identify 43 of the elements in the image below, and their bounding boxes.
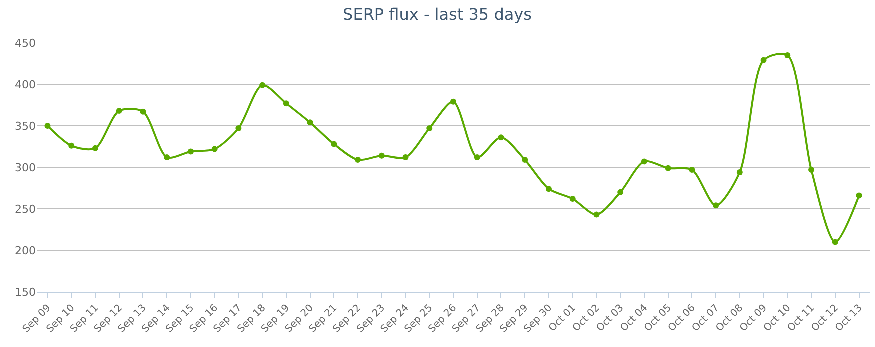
y-tick-label: 200 — [15, 244, 36, 258]
point — [856, 192, 862, 199]
point — [44, 123, 51, 129]
y-tick-label: 250 — [15, 202, 36, 216]
point — [665, 165, 672, 172]
point — [784, 52, 791, 58]
point — [474, 154, 480, 161]
y-tick-label: 300 — [15, 161, 36, 174]
point — [212, 146, 218, 152]
point — [618, 189, 624, 196]
point — [260, 82, 266, 88]
y-tick-label: 450 — [15, 36, 36, 50]
point — [426, 125, 433, 132]
point — [188, 148, 194, 155]
point — [378, 152, 385, 159]
point — [164, 154, 170, 161]
point — [736, 169, 743, 176]
point — [402, 154, 409, 161]
point — [68, 142, 75, 149]
point — [140, 108, 146, 115]
point — [641, 158, 648, 165]
point — [832, 239, 838, 246]
y-tick-label: 400 — [15, 78, 36, 92]
point — [307, 120, 314, 126]
y-tick-label: 150 — [15, 286, 36, 299]
point — [450, 98, 456, 105]
point — [713, 202, 720, 209]
point — [522, 157, 528, 164]
point — [355, 157, 362, 164]
point — [92, 145, 98, 152]
point — [546, 186, 552, 192]
point — [808, 166, 815, 173]
point — [570, 196, 576, 202]
point — [594, 212, 600, 218]
point — [283, 100, 290, 107]
point — [689, 166, 696, 173]
point — [760, 57, 767, 64]
point — [236, 125, 242, 132]
point — [498, 134, 504, 141]
chart-title: SERP flux - last 35 days — [343, 4, 532, 24]
point — [116, 108, 122, 114]
point — [331, 141, 338, 148]
y-tick-label: 350 — [15, 120, 36, 133]
